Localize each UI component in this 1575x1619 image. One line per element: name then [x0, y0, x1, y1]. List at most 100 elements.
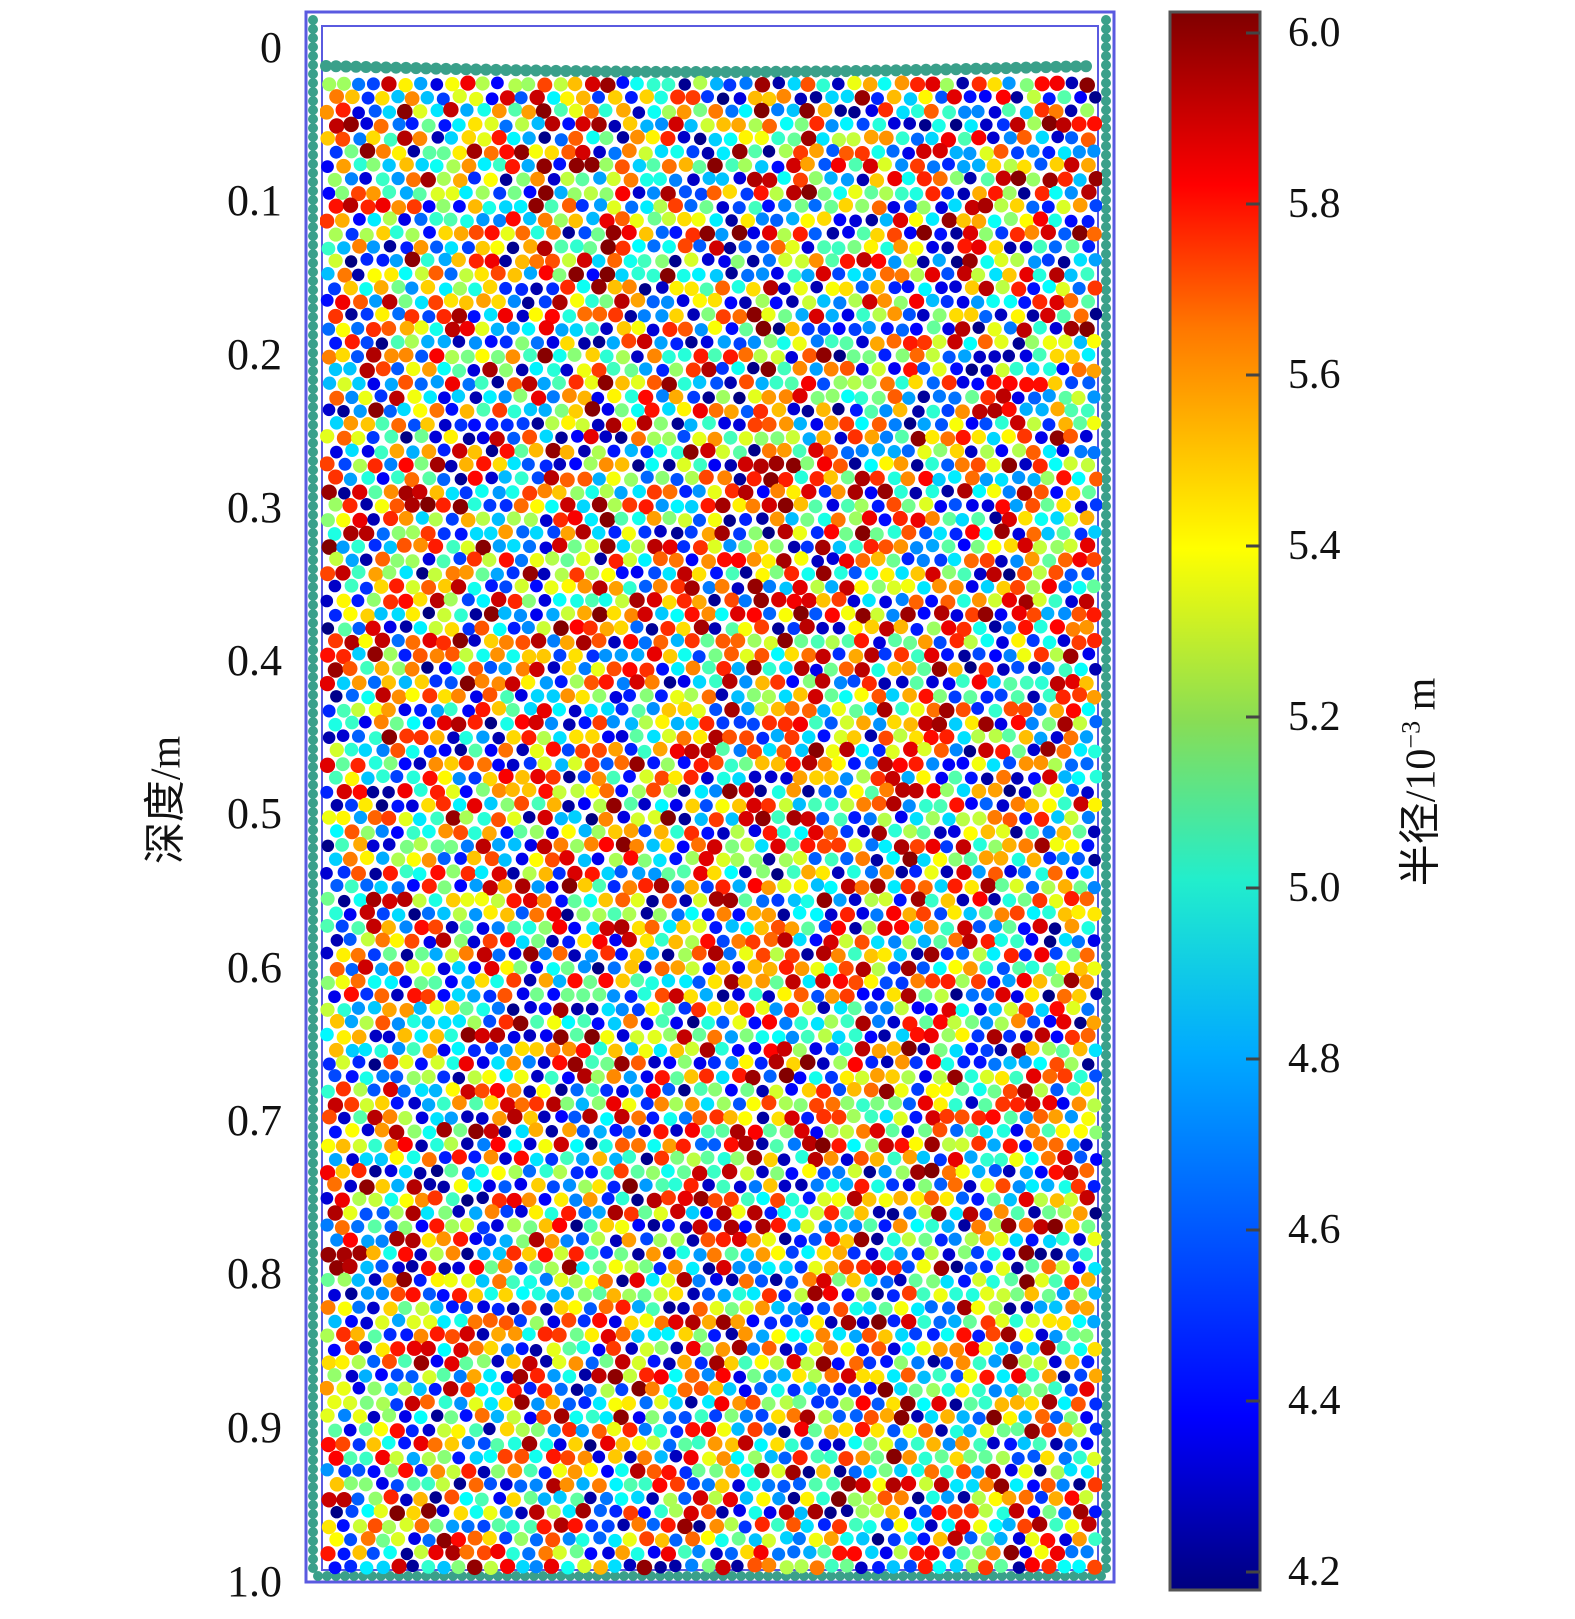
particle — [552, 1002, 569, 1018]
wall-particle — [308, 483, 318, 493]
particle — [430, 865, 446, 881]
particle — [412, 187, 427, 202]
particle — [1010, 714, 1026, 731]
particle — [365, 891, 382, 908]
particle — [917, 880, 933, 895]
particle — [437, 1043, 451, 1057]
particle — [342, 851, 358, 867]
particle — [724, 646, 739, 662]
particle — [709, 784, 723, 798]
particle — [443, 293, 459, 308]
particle — [1073, 416, 1088, 431]
particle — [787, 77, 802, 91]
particle — [892, 402, 908, 418]
particle — [917, 417, 931, 431]
particle — [854, 934, 870, 950]
particle — [784, 921, 800, 937]
particle — [646, 295, 660, 309]
particle — [926, 1274, 941, 1289]
particle — [632, 1248, 645, 1261]
particle — [778, 689, 793, 704]
particle — [855, 743, 870, 758]
particle — [507, 1030, 521, 1044]
particle — [840, 797, 855, 813]
particle — [422, 310, 436, 324]
particle — [399, 728, 415, 744]
particle — [343, 116, 359, 133]
particle — [950, 1260, 964, 1274]
particle — [599, 187, 614, 202]
particle — [606, 336, 620, 350]
particle — [390, 1286, 406, 1302]
particle — [398, 77, 413, 93]
wall-particle — [1101, 735, 1111, 745]
particle — [615, 973, 630, 989]
particle — [1087, 1098, 1102, 1113]
particle — [407, 988, 423, 1004]
particle — [344, 771, 360, 787]
particle — [940, 921, 955, 936]
particle — [598, 836, 615, 853]
particle — [647, 756, 661, 770]
particle — [893, 839, 910, 855]
particle — [654, 799, 669, 813]
particle — [498, 853, 512, 867]
particle — [685, 335, 698, 349]
particle — [1018, 296, 1032, 309]
particle — [1028, 772, 1041, 785]
particle — [482, 1069, 497, 1085]
particle — [771, 266, 784, 280]
particle — [856, 1124, 871, 1139]
particle — [423, 1178, 437, 1191]
particle — [632, 239, 646, 253]
particle — [575, 90, 591, 106]
particle — [1081, 184, 1097, 200]
particle — [762, 1261, 776, 1276]
particle — [692, 1110, 708, 1126]
particle — [817, 704, 831, 718]
particle — [352, 647, 366, 661]
wall-particle — [1101, 1446, 1111, 1456]
particle — [646, 158, 661, 172]
particle — [427, 1190, 443, 1206]
wall-particle — [1101, 816, 1111, 826]
particle — [413, 1166, 427, 1180]
particle — [1088, 253, 1102, 267]
particle — [358, 633, 373, 649]
particle — [492, 1274, 508, 1290]
particle — [795, 1178, 808, 1192]
particle — [692, 293, 708, 308]
particle — [865, 104, 879, 117]
particle — [329, 89, 345, 104]
particle — [964, 880, 979, 895]
particle — [492, 838, 506, 852]
particle — [761, 1288, 777, 1304]
particle — [854, 90, 871, 106]
particle — [771, 592, 787, 608]
particle — [337, 377, 352, 392]
particle — [816, 892, 833, 908]
particle — [492, 157, 507, 172]
particle — [600, 1083, 614, 1097]
particle — [1064, 1029, 1080, 1045]
particle — [1042, 172, 1058, 189]
particle — [605, 417, 622, 434]
particle — [1074, 527, 1088, 541]
particle — [809, 362, 823, 376]
particle — [446, 864, 461, 879]
particle — [429, 485, 445, 500]
particle — [700, 1232, 716, 1248]
particle — [778, 1289, 792, 1303]
particle — [916, 825, 931, 840]
particle — [908, 1273, 923, 1288]
particle — [786, 782, 802, 798]
particle — [539, 1272, 553, 1286]
particle — [498, 1014, 514, 1030]
wall-particle — [799, 1571, 809, 1581]
particle — [1080, 403, 1095, 418]
wall-particle — [1101, 60, 1111, 70]
particle — [754, 702, 769, 717]
particle — [901, 1040, 917, 1057]
particle — [606, 388, 622, 404]
particle — [459, 404, 475, 419]
